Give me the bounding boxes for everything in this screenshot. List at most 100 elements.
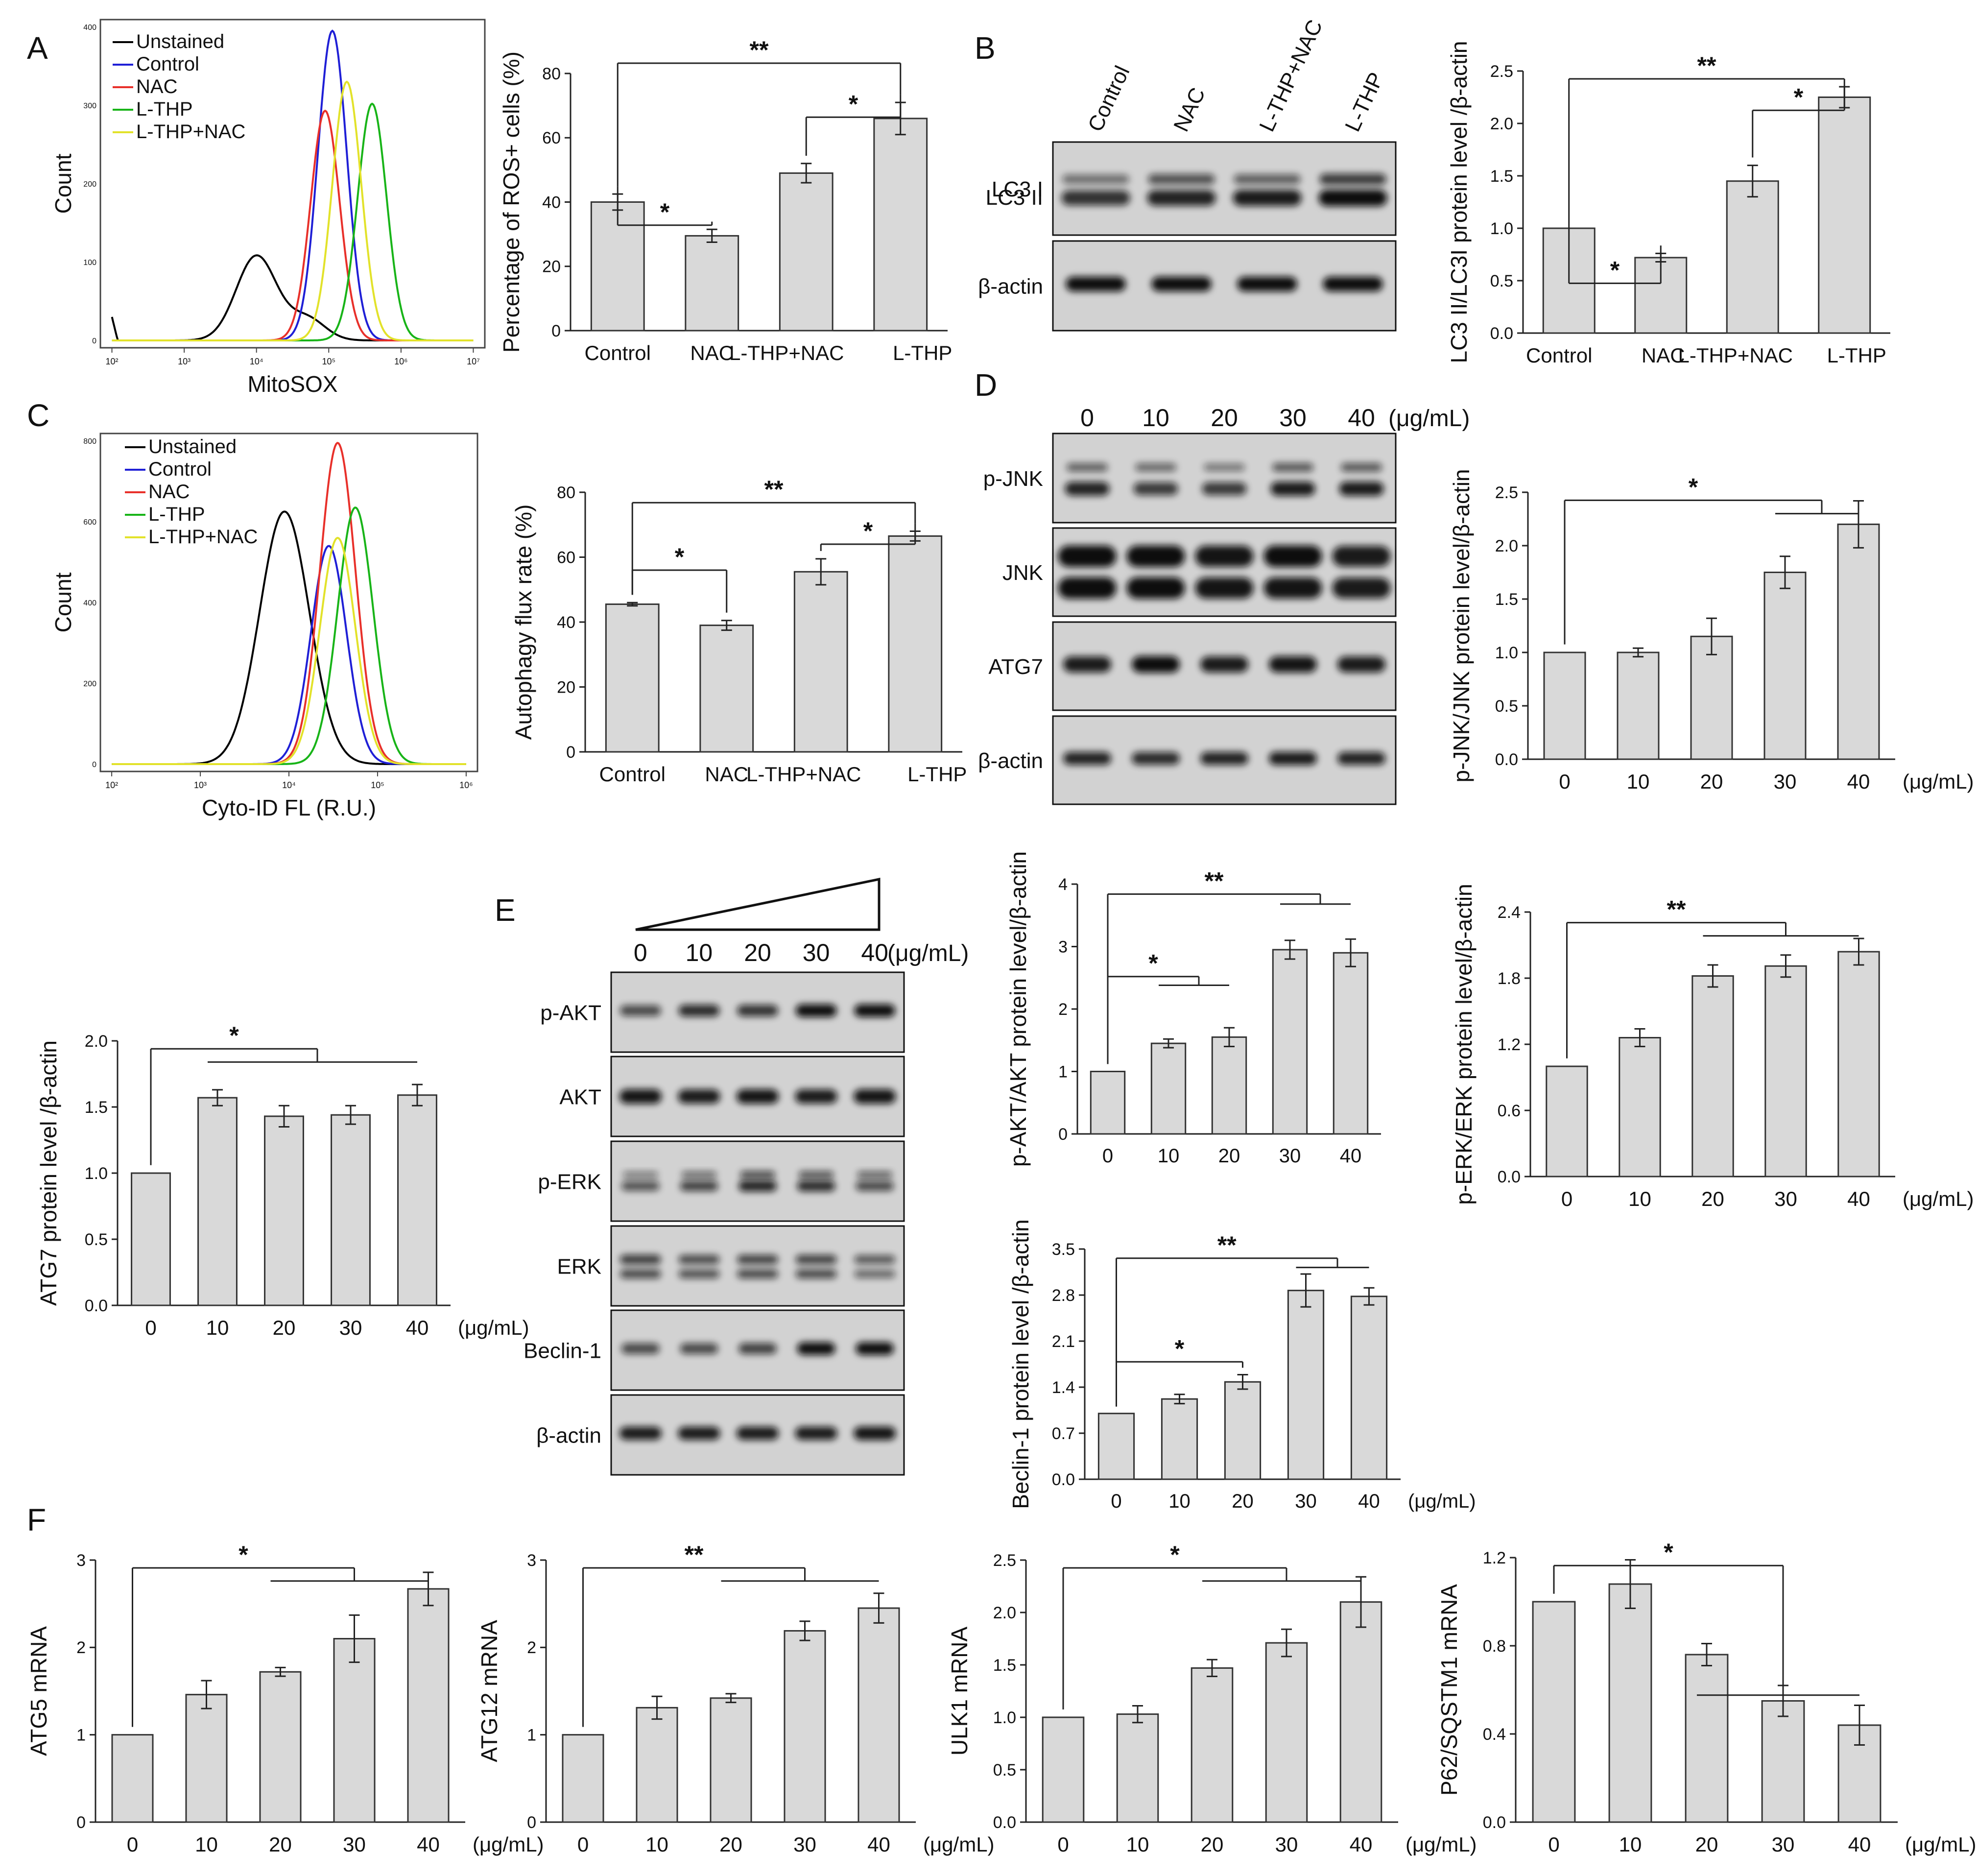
blot-band <box>1263 545 1322 567</box>
lane-label: 40 <box>861 939 888 966</box>
y-tick-label: 0.0 <box>1498 1168 1521 1186</box>
significance-marker: ** <box>1217 1231 1237 1259</box>
blot-band <box>1318 190 1387 206</box>
y-tick-label: 0 <box>1058 1125 1068 1144</box>
dose-unit-label: (μg/mL) <box>923 1833 995 1856</box>
x-tick-label: 0 <box>127 1833 138 1856</box>
bar-0 <box>1090 1071 1126 1135</box>
x-tick-label: 10 <box>1126 1833 1149 1856</box>
y-tick-label: 2.0 <box>993 1604 1016 1622</box>
blot-band <box>795 1255 837 1264</box>
y-tick-label: 1 <box>527 1726 536 1745</box>
bar-10 <box>1116 1713 1159 1823</box>
x-tick-label: Control <box>1526 344 1592 367</box>
lane-label: 10 <box>1142 404 1169 432</box>
chart-C_flow: 10² 10³ 10⁴ 10⁵ 10⁶ 0 200 400 600 800 Cyto-ID FL (… <box>50 433 478 820</box>
blot-band <box>737 1255 778 1264</box>
significance-marker: * <box>863 517 873 545</box>
lane-label: 20 <box>1211 404 1238 432</box>
y-tick-label: 1.2 <box>1498 1035 1521 1054</box>
blot-E: p-AKT AKT p-ERK ERK Beclin-1 β-actin 0 10 20 30 40… <box>524 939 969 1476</box>
x-tick-label: 10 <box>645 1833 668 1856</box>
x-tick-label: 30 <box>1772 1833 1795 1856</box>
x-tick-label: 10 <box>1628 1187 1651 1210</box>
dose-unit-label: (μg/mL) <box>1405 1833 1477 1856</box>
x-tick-label: 10⁵ <box>371 780 384 790</box>
x-tick-label: 40 <box>1847 770 1870 793</box>
bar-L-THP <box>888 535 943 753</box>
blot-band <box>680 1180 718 1191</box>
y-axis-label: Autophagy flux rate (%) <box>511 505 536 740</box>
blot-band <box>736 1089 779 1104</box>
dose-unit-label: (μg/mL) <box>1905 1833 1977 1856</box>
blot-band <box>738 1180 777 1192</box>
x-tick-label: 30 <box>1774 1187 1797 1210</box>
blot-band <box>1133 482 1178 496</box>
x-tick-label: L-THP+NAC <box>746 763 861 786</box>
y-tick-label: 3 <box>527 1551 536 1570</box>
x-tick-label: 20 <box>719 1833 742 1856</box>
bar-NAC <box>699 625 754 753</box>
y-tick-label: 2.4 <box>1498 903 1521 922</box>
lane-label: 40 <box>1348 404 1375 432</box>
bar-10 <box>1150 1042 1187 1135</box>
significance-marker: * <box>229 1022 239 1049</box>
blot-band <box>854 1255 896 1264</box>
chart-ATG7_bar: 0.0 0.5 1.0 1.5 2.0 0 10 20 30 40 (μg/mL) ATG7 prot… <box>36 1022 529 1339</box>
bar-30 <box>1764 965 1807 1178</box>
lane-label: NAC <box>1169 84 1210 135</box>
dose-unit-label: (μg/mL) <box>1408 1491 1476 1512</box>
legend-label: L-THP+NAC <box>148 526 258 548</box>
blot-row-label: β-actin <box>536 1424 601 1448</box>
blot-band <box>854 1270 896 1278</box>
blot-band <box>738 1343 777 1354</box>
blot-band <box>736 1426 779 1440</box>
significance-marker: * <box>1794 83 1804 111</box>
x-tick-label: L-THP+NAC <box>1678 344 1793 367</box>
y-tick-label: 1.0 <box>1495 644 1518 662</box>
blot-band <box>1195 577 1254 599</box>
y-tick-label: 0.0 <box>1483 1813 1506 1832</box>
blot-band <box>680 1343 718 1354</box>
y-tick-label: 20 <box>557 678 575 697</box>
y-axis-label: ATG7 protein level /β-actin <box>36 1040 61 1306</box>
blot-band <box>1147 190 1216 206</box>
x-tick-label: 10² <box>105 780 118 790</box>
significance-marker: * <box>1610 256 1620 284</box>
blot-band <box>1063 656 1111 673</box>
blot-B: LC3 I β-actin Control NAC L-THP+NAC L-THP <box>978 16 1397 332</box>
x-tick-label: 10 <box>206 1316 229 1339</box>
blot-membrane <box>610 1225 905 1307</box>
blot-band <box>856 1342 894 1355</box>
bar-30 <box>331 1114 371 1306</box>
x-tick-label: 10⁴ <box>250 357 263 366</box>
blot-band <box>798 1171 834 1179</box>
blot-band <box>1058 545 1117 567</box>
x-tick-label: 0 <box>1559 770 1570 793</box>
x-tick-label: 0 <box>1548 1833 1559 1856</box>
bar-40 <box>1350 1296 1388 1480</box>
x-tick-label: 10⁵ <box>322 357 335 366</box>
blot-band <box>621 1181 660 1191</box>
blot-membrane <box>610 1140 905 1222</box>
blot-band <box>1234 174 1301 185</box>
dose-unit-label: (μg/mL) <box>887 940 969 966</box>
y-tick-label: 1.0 <box>993 1708 1016 1727</box>
y-axis-label: ULK1 mRNA <box>947 1627 972 1756</box>
y-tick-label: 1.0 <box>85 1164 108 1183</box>
bar-40 <box>1837 951 1880 1178</box>
blot-band <box>1270 481 1315 496</box>
blot-band <box>678 1426 720 1440</box>
y-tick-label: 0 <box>551 322 561 340</box>
bar-L-THP+NAC <box>793 571 848 753</box>
blot-band <box>854 1426 896 1440</box>
blot-row-label: LC3 II <box>986 186 1043 210</box>
blot-band <box>1067 463 1108 472</box>
y-tick-label: 200 <box>83 680 96 688</box>
bar-20 <box>1685 1654 1729 1823</box>
dose-unit-label: (μg/mL) <box>458 1316 529 1339</box>
y-tick-label: 40 <box>557 613 575 632</box>
blot-band <box>1263 577 1322 599</box>
